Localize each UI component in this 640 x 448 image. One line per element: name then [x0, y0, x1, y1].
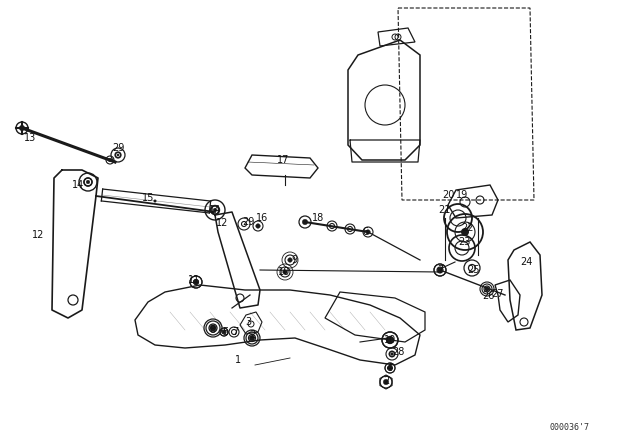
Text: 7: 7	[437, 265, 443, 275]
Circle shape	[222, 330, 226, 334]
Text: 26: 26	[482, 291, 494, 301]
Circle shape	[302, 220, 308, 225]
Text: 7: 7	[232, 327, 238, 337]
Text: 15: 15	[142, 193, 154, 203]
Circle shape	[461, 228, 469, 236]
Text: 21: 21	[438, 205, 450, 215]
Circle shape	[256, 224, 260, 228]
Text: 28: 28	[392, 347, 404, 357]
Circle shape	[283, 270, 287, 274]
Text: 8: 8	[209, 325, 215, 335]
Text: 18: 18	[312, 213, 324, 223]
Text: 10: 10	[278, 267, 290, 277]
Circle shape	[383, 379, 388, 385]
Circle shape	[387, 336, 394, 344]
Text: 22: 22	[461, 223, 474, 233]
Text: 4: 4	[387, 363, 393, 373]
Circle shape	[365, 230, 371, 234]
Text: 16: 16	[256, 213, 268, 223]
Text: 6: 6	[362, 227, 368, 237]
Text: 29: 29	[112, 143, 124, 153]
Circle shape	[484, 287, 489, 291]
Circle shape	[108, 158, 112, 162]
Text: 9: 9	[291, 255, 297, 265]
Text: 29: 29	[242, 217, 254, 227]
Text: 2: 2	[249, 330, 255, 340]
Circle shape	[154, 199, 157, 202]
Text: 24: 24	[520, 257, 532, 267]
Text: 20: 20	[442, 190, 454, 200]
Text: 13: 13	[24, 133, 36, 143]
Circle shape	[388, 366, 392, 370]
Text: 12: 12	[32, 230, 44, 240]
Circle shape	[210, 325, 216, 331]
Text: 27: 27	[492, 289, 504, 299]
Text: 2: 2	[383, 376, 389, 386]
Text: 19: 19	[456, 190, 468, 200]
Text: 11: 11	[188, 275, 200, 285]
Circle shape	[19, 125, 25, 131]
Text: 12: 12	[216, 218, 228, 228]
Circle shape	[86, 180, 90, 184]
Circle shape	[193, 279, 198, 284]
Circle shape	[390, 353, 394, 355]
Circle shape	[437, 267, 443, 273]
Circle shape	[117, 154, 119, 156]
Text: 5: 5	[222, 327, 228, 337]
Text: 000036'7: 000036'7	[550, 423, 590, 432]
Text: 3: 3	[245, 317, 251, 327]
Circle shape	[250, 335, 255, 340]
Circle shape	[288, 258, 292, 262]
Circle shape	[213, 208, 217, 212]
Text: 14: 14	[72, 180, 84, 190]
Text: 1: 1	[235, 355, 241, 365]
Text: 14: 14	[209, 205, 221, 215]
Text: 23: 23	[458, 237, 470, 247]
Text: 25: 25	[468, 265, 480, 275]
Text: 17: 17	[277, 155, 289, 165]
Text: 10: 10	[384, 335, 396, 345]
